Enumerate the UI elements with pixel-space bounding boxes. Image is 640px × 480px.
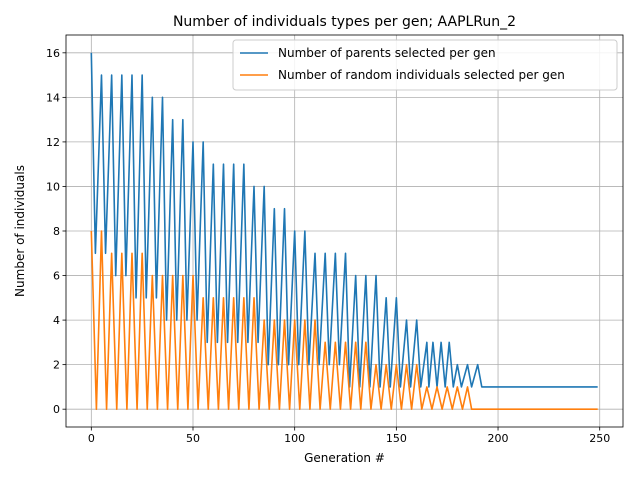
y-tick-label: 4 <box>53 314 60 327</box>
y-tick-label: 8 <box>53 225 60 238</box>
x-tick-label: 0 <box>88 432 95 445</box>
y-tick-label: 2 <box>53 359 60 372</box>
y-tick-label: 16 <box>46 47 60 60</box>
legend-label-random: Number of random individuals selected pe… <box>278 68 565 82</box>
x-tick-label: 50 <box>186 432 200 445</box>
legend: Number of parents selected per gen Numbe… <box>232 39 618 91</box>
y-tick-label: 0 <box>53 403 60 416</box>
legend-box <box>232 39 618 91</box>
ticks: 0 50 100 150 200 250 0 2 4 6 8 10 12 14 16 <box>46 47 610 445</box>
x-tick-label: 200 <box>488 432 509 445</box>
x-tick-label: 250 <box>589 432 610 445</box>
y-tick-label: 6 <box>53 270 60 283</box>
legend-label-parents: Number of parents selected per gen <box>278 46 496 60</box>
y-tick-label: 12 <box>46 136 60 149</box>
x-tick-label: 150 <box>386 432 407 445</box>
series-line-parents <box>90 52 598 388</box>
chart-title: Number of individuals types per gen; AAP… <box>173 14 516 30</box>
y-axis-label: Number of individuals <box>13 165 27 297</box>
y-tick-label: 10 <box>46 180 60 193</box>
series-lines <box>90 52 598 410</box>
x-tick-label: 100 <box>284 432 305 445</box>
x-axis-label: Generation # <box>304 451 385 465</box>
y-tick-label: 14 <box>46 91 60 104</box>
series-line-random <box>90 230 598 410</box>
